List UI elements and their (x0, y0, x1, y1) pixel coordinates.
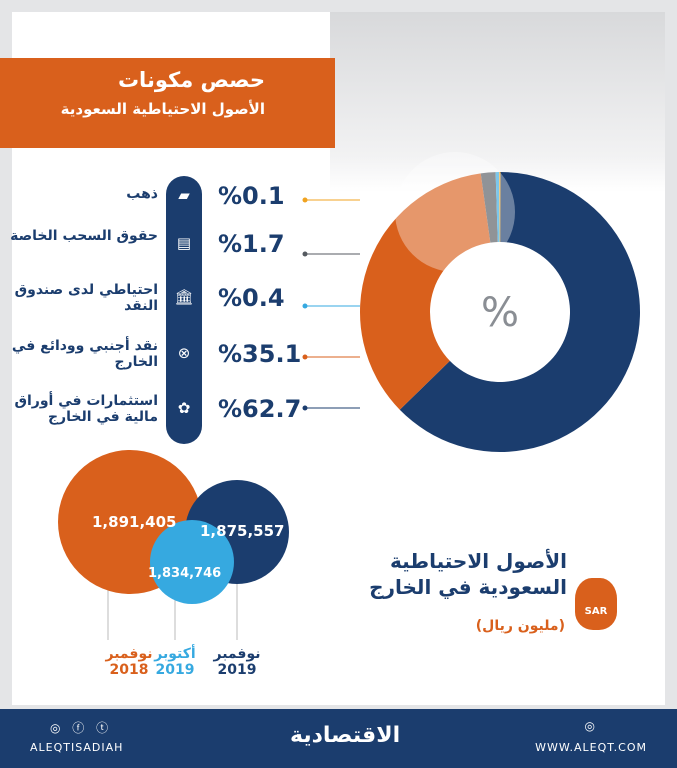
pie-slice (399, 172, 641, 453)
component-row: ذهب ▰ %0.1 (0, 180, 340, 230)
component-percent: %35.1 (218, 340, 302, 368)
bubble-label-oct-2019: 1,834,746 (148, 566, 222, 581)
component-label: نقد أجنبي وودائع في الخارج (11, 338, 158, 370)
page-subtitle: الأصول الاحتياطية السعودية (60, 100, 265, 118)
gold-bar-icon: ▰ (178, 186, 190, 204)
website-link[interactable]: WWW.ALEQT.COM (535, 741, 647, 754)
component-row: نقد أجنبي وودائع في الخارج ⊗ %35.1 (0, 338, 340, 388)
page-title: حصص مكونات (117, 68, 265, 92)
coins-photo (330, 12, 665, 192)
atm-card-icon: ▤ (176, 234, 192, 252)
year-2018: نوفمبر 2018 (105, 646, 153, 678)
social-icons[interactable]: ◎ ⓕ ⓣ (50, 721, 113, 735)
web-icon: ◎ (584, 719, 595, 733)
pie-slice (480, 172, 498, 243)
component-percent: %0.4 (218, 284, 285, 312)
brand-logo: الاقتصادية (290, 723, 401, 748)
year-nov-2019: نوفمبر 2019 (213, 646, 261, 678)
pie-slice (359, 173, 491, 410)
plant-coin-icon: ✿ (177, 399, 191, 417)
component-label: استثمارات في أوراق مالية في الخارج (14, 393, 158, 425)
component-row: حقوق السحب الخاصة ▤ %1.7 (0, 228, 340, 278)
icon-strip (166, 176, 202, 444)
component-percent: %0.1 (218, 182, 285, 210)
glass-highlight (395, 152, 515, 272)
pie-slice (499, 172, 501, 243)
pie-slice (495, 172, 500, 243)
component-label: ذهب (126, 186, 158, 202)
component-label: احتياطي لدى صندوق النقد (14, 282, 158, 314)
bubble-label-nov-2019: 1,875,557 (200, 522, 285, 540)
safe-icon: ⊗ (177, 344, 191, 362)
component-percent: %62.7 (218, 395, 302, 423)
social-handle: ALEQTISADIAH (30, 741, 124, 754)
money-bag-icon: SAR (575, 578, 617, 630)
bubble (150, 520, 234, 604)
bubble-title: الأصول الاحتياطية السعودية في الخارج (369, 549, 567, 599)
footer: ◎ ⓕ ⓣ ALEQTISADIAH الاقتصادية ◎ WWW.ALEQ… (0, 709, 677, 768)
year-oct-2019: أكتوبر 2019 (154, 646, 196, 678)
title-banner: حصص مكونات الأصول الاحتياطية السعودية (0, 58, 335, 148)
bubble-label-2018: 1,891,405 (92, 513, 177, 531)
charts-svg: % (58, 152, 641, 640)
bank-icon: 🏛 (174, 288, 194, 306)
component-row: احتياطي لدى صندوق النقد 🏛 %0.4 (0, 282, 340, 332)
donut-center-label: % (481, 290, 519, 336)
component-label: حقوق السحب الخاصة (10, 228, 158, 244)
component-row: استثمارات في أوراق مالية في الخارج ✿ %62… (0, 393, 340, 443)
unit-label: (مليون ريال) (475, 618, 565, 634)
component-percent: %1.7 (218, 230, 285, 258)
